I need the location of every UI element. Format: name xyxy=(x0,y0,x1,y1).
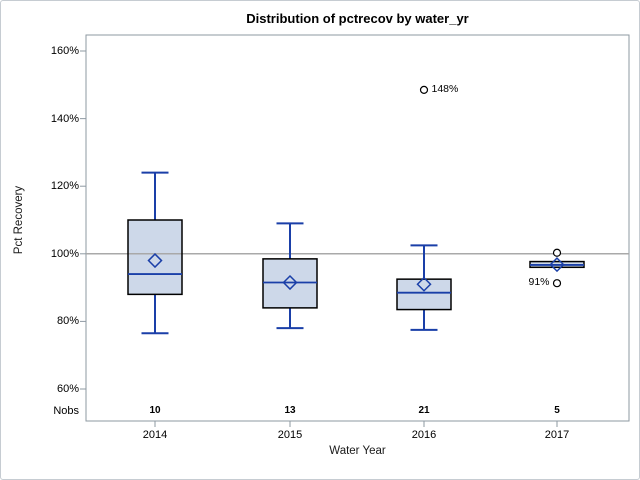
outlier-point-2017 xyxy=(552,248,562,257)
box-fill-2014 xyxy=(128,220,182,295)
box-border-2014 xyxy=(127,219,183,296)
x-tick-label: 2015 xyxy=(277,429,303,441)
x-axis-title: Water Year xyxy=(329,445,386,457)
y-tick-label: 60% xyxy=(56,383,79,395)
mean-diamond-2016 xyxy=(416,276,432,292)
nobs-value: 21 xyxy=(418,405,430,416)
mean-diamond-2015 xyxy=(282,274,298,291)
chart-title: Distribution of pctrecov by water_yr xyxy=(246,11,469,26)
nobs-value: 10 xyxy=(149,405,161,416)
outlier-point-2016 xyxy=(419,85,429,94)
nobs-value: 5 xyxy=(554,405,560,416)
outlier-point-2017 xyxy=(552,279,562,288)
x-tick-label: 2014 xyxy=(142,429,168,441)
x-tick-label: 2016 xyxy=(411,429,437,441)
nobs-row-label: Nobs xyxy=(53,405,79,417)
box-fill-2016 xyxy=(397,279,451,310)
y-tick-label: 140% xyxy=(50,112,79,125)
y-tick-label: 100% xyxy=(50,247,79,260)
box-border-2016 xyxy=(396,278,452,311)
x-tick-label: 2017 xyxy=(544,429,570,441)
outlier-value-label: 91% xyxy=(528,276,550,289)
plot-frame xyxy=(85,34,630,422)
outlier-value-label: 148% xyxy=(431,82,459,95)
y-tick-label: 120% xyxy=(50,180,79,193)
mean-diamond-2017 xyxy=(549,257,565,273)
nobs-value: 13 xyxy=(284,405,296,416)
y-tick-label: 160% xyxy=(50,45,79,57)
y-tick-label: 80% xyxy=(56,315,79,328)
mean-diamond-2014 xyxy=(147,252,163,269)
